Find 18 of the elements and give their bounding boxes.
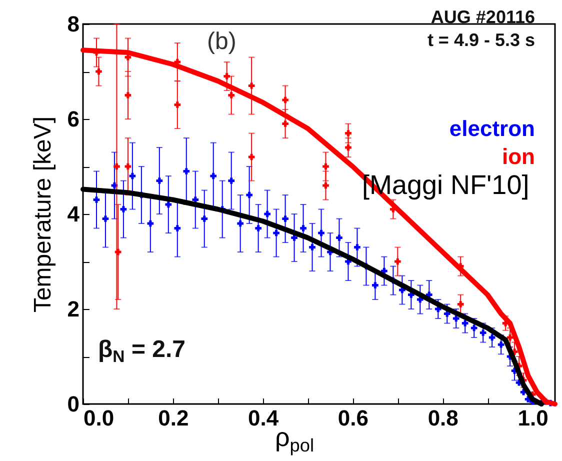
x-tick-label: 0.2 [158,406,189,430]
annotation: (b) [207,28,236,55]
annotation: AUG #20116 [430,7,535,27]
annotation: t = 4.9 - 5.3 s [427,30,535,50]
x-tick-label: 0.4 [248,406,280,430]
text: ion [502,144,535,169]
annotation: β$_{N}$ = 2.7 [98,336,186,366]
y-tick-label: 6 [67,106,80,132]
y-tick-label: 4 [67,202,80,226]
x-tick-label: 0.0 [84,406,114,430]
y-tick-label: 8 [67,12,80,36]
x-tick-label: 1.0 [518,406,548,430]
y-axis-title: Temperature [keV] [29,116,56,313]
y-tick-label: 0 [67,392,80,416]
x-tick-label: 0.8 [428,406,458,430]
y-tick-label: 2 [67,296,80,322]
text: electron [449,116,535,141]
x-tick-label: 0.6 [338,406,369,430]
